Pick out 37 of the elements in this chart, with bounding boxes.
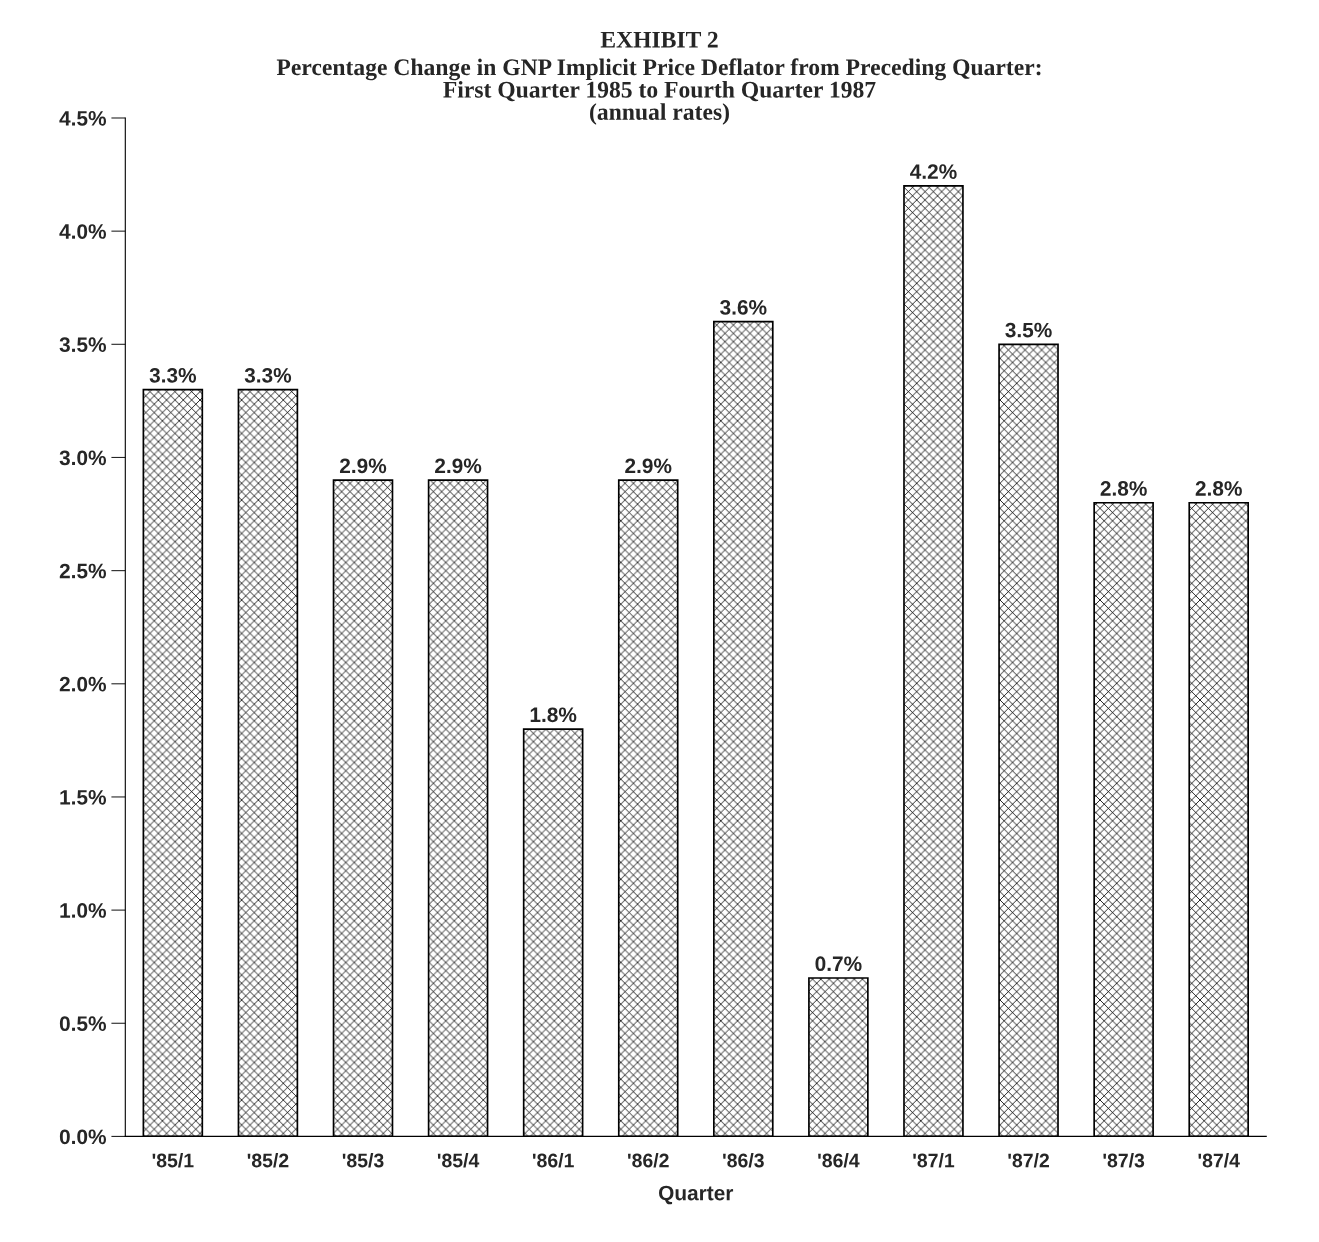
x-tick-label: '87/3	[1103, 1153, 1145, 1168]
x-tick-label: '86/1	[532, 1153, 574, 1168]
y-tick-label: 0.5%	[59, 1016, 107, 1032]
data-label: 0.7%	[815, 956, 862, 972]
data-label: 2.8%	[1100, 481, 1147, 496]
x-tick-label: '86/2	[628, 1153, 669, 1168]
x-tick-label: '86/3	[723, 1153, 764, 1168]
y-tick-label: 1.5%	[60, 790, 107, 805]
data-label: 2.8%	[1195, 481, 1242, 496]
x-tick-label: '85/3	[342, 1153, 384, 1168]
x-tick-label: '85/1	[152, 1153, 194, 1168]
data-label: 3.3%	[244, 367, 292, 383]
x-tick-label: '87/1	[913, 1153, 955, 1168]
data-label: 2.9%	[339, 458, 387, 474]
chart-title: EXHIBIT 2	[600, 31, 718, 48]
y-tick-label: 2.5%	[59, 563, 107, 579]
x-tick-label: '85/2	[247, 1153, 289, 1168]
y-tick-label: 3.0%	[59, 450, 107, 466]
y-tick-label: 3.5%	[59, 337, 107, 353]
data-label: 2.9%	[625, 458, 672, 474]
y-tick-label: 2.0%	[59, 676, 107, 692]
y-tick-label: 0.0%	[59, 1129, 107, 1145]
data-label: 4.2%	[910, 164, 957, 179]
y-tick-label: 4.5%	[59, 111, 107, 126]
y-tick-label: 4.0%	[59, 224, 107, 239]
data-label: 3.3%	[149, 367, 197, 383]
x-axis-title: Quarter	[659, 1185, 734, 1205]
x-tick-label: '86/4	[818, 1153, 860, 1168]
x-tick-label: '85/4	[437, 1153, 480, 1168]
x-tick-label: '87/4	[1198, 1153, 1240, 1168]
data-label: 3.6%	[720, 300, 767, 315]
chart-subtitle: Percentage Change in GNP Implicit Price Deflator from Preceding Quarter: First Quarter 1985 to Fourth Quarter 1987 (annual rates)	[276, 58, 1041, 125]
y-tick-label: 1.0%	[60, 903, 107, 918]
data-label: 3.5%	[1005, 322, 1052, 338]
data-label: 2.9%	[435, 458, 482, 474]
x-tick-label: '87/2	[1008, 1153, 1049, 1168]
data-label: 1.8%	[530, 707, 577, 723]
